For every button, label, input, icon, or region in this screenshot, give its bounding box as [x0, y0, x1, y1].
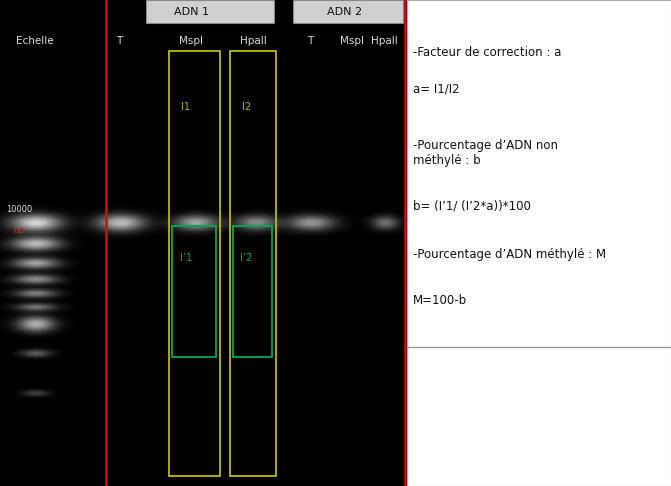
Text: I1: I1 — [181, 102, 191, 112]
Bar — [293, 0, 403, 23]
Text: a= I1/I2: a= I1/I2 — [413, 83, 459, 96]
Text: HpaII: HpaII — [371, 36, 398, 46]
Text: 10000: 10000 — [5, 205, 32, 214]
Text: T: T — [116, 36, 123, 46]
Text: HpaII: HpaII — [240, 36, 267, 46]
Text: -Facteur de correction : a: -Facteur de correction : a — [413, 46, 561, 59]
Bar — [172, 226, 216, 357]
Text: I’2: I’2 — [240, 253, 252, 262]
Bar — [407, 0, 671, 486]
Text: bp: bp — [13, 226, 24, 235]
Text: I2: I2 — [242, 102, 251, 112]
Bar — [233, 226, 272, 357]
Text: -Pourcentage d’ADN méthylé : M: -Pourcentage d’ADN méthylé : M — [413, 248, 606, 261]
Text: ADN 1: ADN 1 — [174, 7, 209, 17]
Bar — [230, 51, 276, 476]
Text: Echelle: Echelle — [16, 36, 54, 46]
Text: M=100-b: M=100-b — [413, 294, 467, 307]
Text: T: T — [307, 36, 313, 46]
Bar — [146, 0, 274, 23]
Text: ADN 2: ADN 2 — [327, 7, 362, 17]
Bar — [0, 0, 407, 486]
Text: -Pourcentage d’ADN non
méthylé : b: -Pourcentage d’ADN non méthylé : b — [413, 139, 558, 167]
Text: b= (I’1/ (I’2*a))*100: b= (I’1/ (I’2*a))*100 — [413, 199, 531, 212]
Text: MspI: MspI — [340, 36, 364, 46]
Text: I’1: I’1 — [180, 253, 192, 262]
Text: MspI: MspI — [179, 36, 203, 46]
Bar — [169, 51, 220, 476]
